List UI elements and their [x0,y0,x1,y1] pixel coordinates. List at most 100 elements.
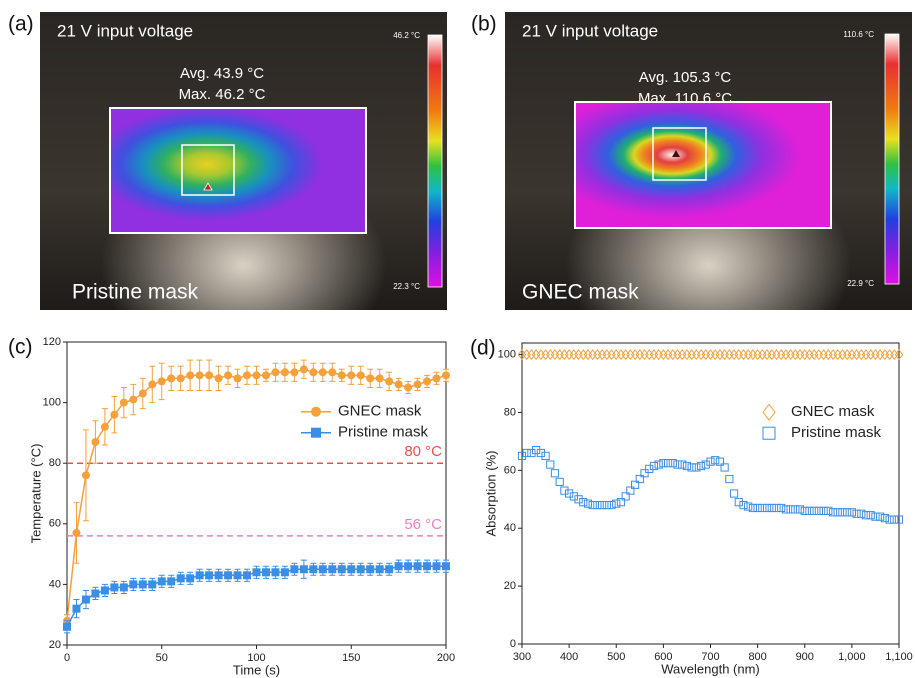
data-point [792,506,799,513]
data-point [533,446,540,453]
y-tick-label: 60 [504,464,516,476]
data-point [697,350,704,359]
data-point [603,501,610,508]
data-point [551,350,558,359]
data-point [730,490,737,497]
data-point [872,350,879,359]
data-point [523,449,530,456]
y-tick-label: 80 [49,457,61,469]
panel-label: (d) [470,337,496,360]
data-point [716,350,723,359]
data-point [702,350,709,359]
data-point [215,571,223,579]
data-point [801,350,808,359]
max-temp: Max. 110.6 °C [638,90,732,107]
data-point [72,605,80,613]
data-point [300,365,308,373]
data-point [811,350,818,359]
data-point [632,350,639,359]
data-point [528,449,535,456]
data-point [834,509,841,516]
data-point [664,460,671,467]
data-point [891,516,898,523]
data-point [787,350,794,359]
data-point [129,396,137,404]
data-point [646,465,653,472]
legend-label: GNEC mask [791,403,875,420]
data-point [101,586,109,594]
data-point [853,350,860,359]
x-tick-label: 150 [342,652,360,664]
data-point [589,350,596,359]
y-tick-label: 80 [504,406,516,418]
data-point [177,574,185,582]
data-point [815,350,822,359]
legend-label: GNEC mask [338,403,422,420]
data-point [366,374,374,382]
data-point [796,350,803,359]
data-point [773,350,780,359]
data-point [594,350,601,359]
data-point [834,350,841,359]
data-point [844,350,851,359]
x-tick-label: 200 [437,652,455,664]
y-tick-label: 40 [504,522,516,534]
data-point [542,452,549,459]
data-point [186,574,194,582]
data-point [63,623,71,631]
data-point [523,350,530,359]
data-point [622,350,629,359]
data-point [385,565,393,573]
data-point [414,380,422,388]
y-tick-label: 40 [49,578,61,590]
figure: (a) 21 V input voltage Avg. 43.9 °C Max.… [0,0,915,678]
data-point [735,499,742,506]
data-point [281,368,289,376]
y-tick-label: 0 [510,638,516,650]
data-point [234,571,242,579]
data-point [641,350,648,359]
data-point [167,374,175,382]
data-point [338,565,346,573]
data-point [782,350,789,359]
y-tick-label: 20 [504,580,516,592]
data-point [376,374,384,382]
data-point [566,490,573,497]
legend-marker [763,427,775,439]
data-point [561,350,568,359]
data-point [224,571,232,579]
data-point [120,583,128,591]
data-point [215,374,223,382]
data-point [646,350,653,359]
data-point [82,596,90,604]
data-point [82,471,90,479]
data-point [688,350,695,359]
data-point [177,374,185,382]
data-point [158,377,166,385]
data-point [858,350,865,359]
data-point [693,350,700,359]
scale-max: 110.6 °C [843,30,874,39]
x-axis-label: Time (s) [233,662,280,677]
data-point [442,371,450,379]
data-point [395,562,403,570]
data-point [243,371,251,379]
data-point [91,589,99,597]
y-tick-label: 100 [43,397,61,409]
data-point [613,350,620,359]
avg-temp: Avg. 105.3 °C [639,69,732,86]
y-tick-label: 120 [43,336,61,348]
data-point [404,383,412,391]
data-point [603,350,610,359]
y-tick-label: 100 [498,348,516,360]
data-point [101,423,109,431]
thermal-image [505,12,912,310]
x-tick-label: 1,100 [885,651,913,663]
data-point [290,565,298,573]
data-point [234,374,242,382]
panel-label: (c) [8,336,33,359]
caption: 21 V input voltage [57,21,193,40]
data-point [768,350,775,359]
data-point [886,350,893,359]
data-point [271,568,279,576]
